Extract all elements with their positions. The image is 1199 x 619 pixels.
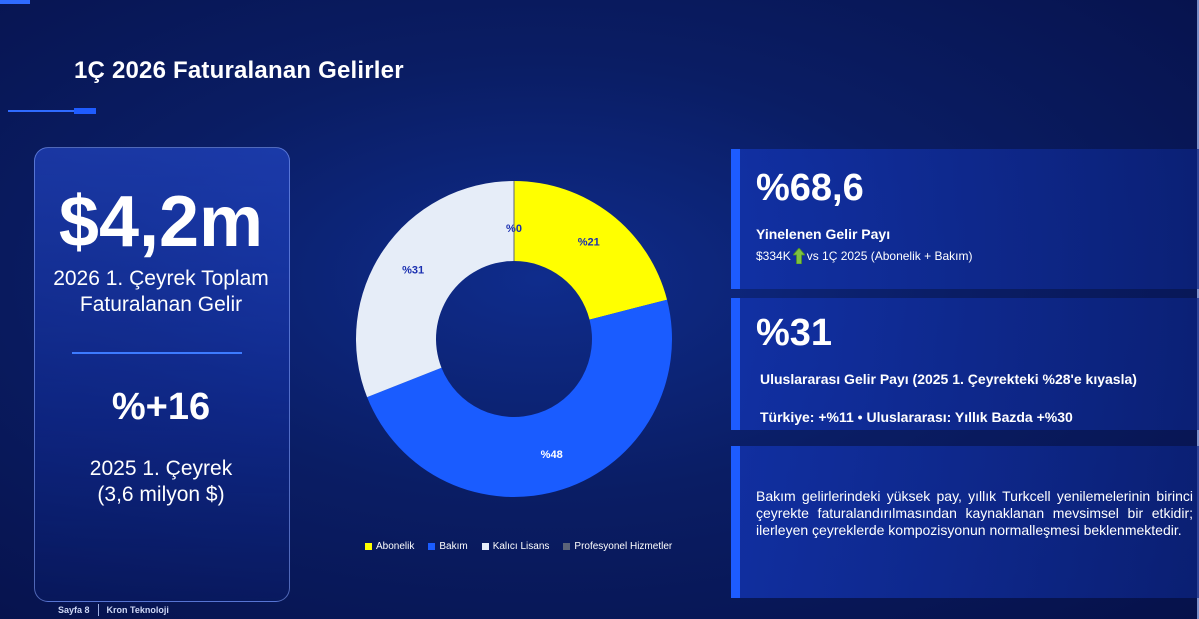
donut-slice-abonelik xyxy=(514,181,668,320)
recurring-revenue-detail: $334K vs 1Ç 2025 (Abonelik + Bakım) xyxy=(756,248,972,264)
legend-swatch-bakim xyxy=(428,543,436,550)
total-revenue-card xyxy=(34,147,290,602)
recurring-revenue-title: Yinelenen Gelir Payı xyxy=(756,226,891,242)
recurring-revenue-value: %68,6 xyxy=(756,167,864,209)
footer: Sayfa 8 Kron Teknoloji xyxy=(58,604,169,616)
growth-value: %+16 xyxy=(111,386,211,428)
page-title: 1Ç 2026 Faturalanan Gelirler xyxy=(74,57,404,84)
previous-quarter-label: 2025 1. Çeyrek (3,6 milyon $) xyxy=(34,456,288,508)
donut-slice-bak-m xyxy=(367,299,672,498)
legend-label-kalici-lisans: Kalıcı Lisans xyxy=(492,541,550,552)
international-revenue-title: Uluslararası Gelir Payı (2025 1. Çeyrekt… xyxy=(760,371,1137,387)
legend-item-kalici-lisans: Kalıcı Lisans xyxy=(481,541,550,552)
legend-swatch-profesyonel-hizmetler xyxy=(563,543,571,550)
total-revenue-label-line1: 2026 1. Çeyrek Toplam xyxy=(53,267,269,290)
international-revenue-panel: %31 Uluslararası Gelir Payı (2025 1. Çey… xyxy=(731,298,1199,430)
total-revenue-label: 2026 1. Çeyrek Toplam Faturalanan Gelir xyxy=(34,266,288,318)
donut-chart-svg: %21%48%31%0 xyxy=(356,180,672,498)
footer-separator xyxy=(97,604,99,616)
legend-label-bakim: Bakım xyxy=(439,541,468,552)
donut-chart: %21 %48 %31 %0 xyxy=(356,180,672,498)
total-revenue-label-line2: Faturalanan Gelir xyxy=(79,293,243,316)
logo-mark xyxy=(0,0,30,4)
previous-quarter-line1: 2025 1. Çeyrek xyxy=(89,457,233,480)
up-arrow-icon xyxy=(792,248,805,264)
recurring-amount: $334K xyxy=(756,249,791,263)
legend-item-profesyonel-hizmetler: Profesyonel Hizmetler xyxy=(563,541,672,552)
data-label-kal-c-lisans: %31 xyxy=(402,264,424,276)
legend-swatch-abonelik xyxy=(365,543,372,550)
donut-slice-kal-c-lisans xyxy=(356,180,514,398)
previous-quarter-line2: (3,6 milyon $) xyxy=(97,483,225,506)
title-accent-bar xyxy=(74,108,96,114)
note-text: Bakım gelirlerindeki yüksek pay, yıllık … xyxy=(756,488,1193,538)
legend-label-abonelik: Abonelik xyxy=(376,541,415,552)
legend-item-abonelik: Abonelik xyxy=(365,541,414,552)
recurring-revenue-panel: %68,6 Yinelenen Gelir Payı $334K vs 1Ç 2… xyxy=(731,149,1199,289)
legend-label-profesyonel-hizmetler: Profesyonel Hizmetler xyxy=(574,541,673,552)
total-revenue-value: $4,2m xyxy=(58,182,264,262)
data-label-abonelik: %21 xyxy=(578,237,600,249)
international-revenue-value: %31 xyxy=(756,312,833,354)
data-label-bak-m: %48 xyxy=(541,449,563,461)
recurring-comparison: vs 1Ç 2025 (Abonelik + Bakım) xyxy=(806,249,973,263)
page-number: Sayfa 8 xyxy=(58,605,90,615)
card-divider xyxy=(72,352,242,354)
company-name: Kron Teknoloji xyxy=(106,605,169,615)
title-underline xyxy=(8,110,76,112)
legend-swatch-kalici-lisans xyxy=(481,543,489,550)
note-panel: Bakım gelirlerindeki yüksek pay, yıllık … xyxy=(731,446,1199,598)
chart-legend: Abonelik Bakım Kalıcı Lisans Profesyonel… xyxy=(365,541,672,552)
international-revenue-detail: Türkiye: +%11 • Uluslararası: Yıllık Baz… xyxy=(760,409,1073,425)
legend-item-bakim: Bakım xyxy=(428,541,468,552)
